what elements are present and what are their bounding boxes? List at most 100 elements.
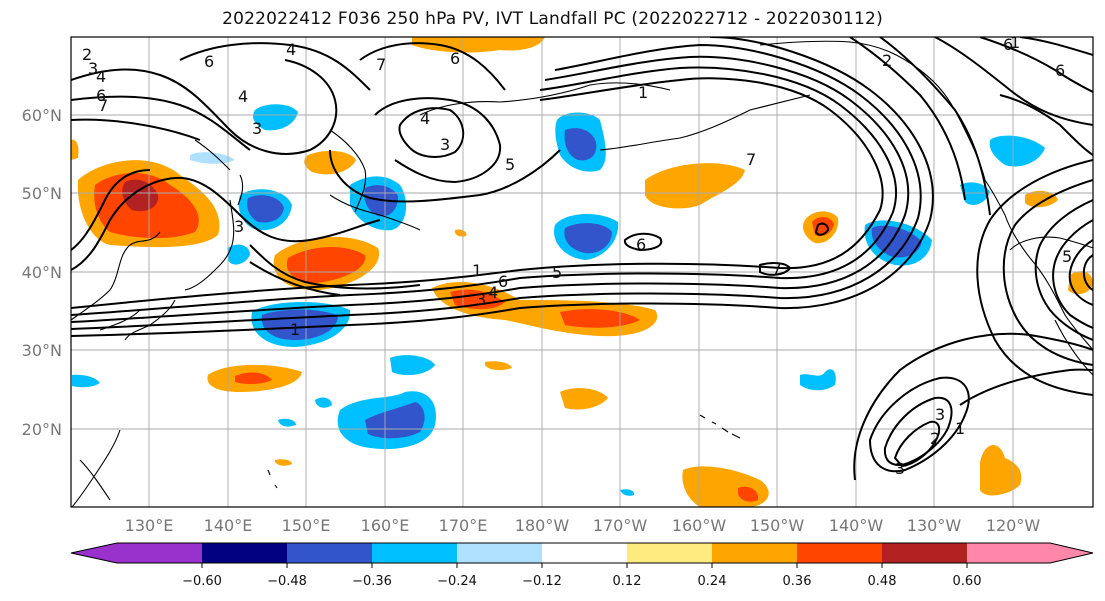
map-title: 2022022412 F036 250 hPa PV, IVT Landfall… [222,9,883,29]
pos-anomaly-region [304,150,356,175]
lon-label: 130°E [125,516,174,535]
neg-anomaly-region [228,244,250,265]
neg-anomaly-region [190,152,235,164]
lat-axis: 60°N 50°N 40°N 30°N 20°N [22,106,62,439]
colorbar-tick-label: −0.48 [267,574,307,589]
contour-label: 6 [636,235,646,254]
contour-label: 2 [882,51,892,70]
contour-label: 6 [204,52,214,71]
colorbar-swatch [372,543,457,563]
pc-shading [71,37,1093,507]
colorbar-tick-label: −0.36 [352,574,392,589]
pos-anomaly-region [450,289,505,310]
pos-anomaly-region [235,372,272,385]
lat-label: 50°N [22,184,62,203]
contour-label: 7 [772,259,782,278]
contour-label: 3 [440,135,450,154]
contour-label: 2 [82,45,92,64]
colorbar-swatch [71,543,202,563]
neg-anomaly-region [278,418,296,427]
lat-label: 60°N [22,106,62,125]
contour-label: 6 [1003,35,1013,54]
contour-label: 4 [286,40,296,59]
neg-anomaly-region [960,182,990,205]
colorbar-swatch [797,543,882,563]
lon-label: 130°W [907,516,962,535]
lat-label: 40°N [22,263,62,282]
colorbar-swatch [287,543,372,563]
colorbar-tick-label: −0.24 [437,574,477,589]
colorbar-tick-label: 0.60 [953,574,982,589]
lon-label: 160°W [672,516,727,535]
pos-anomaly-region [485,361,512,371]
neg-anomaly-region [390,355,435,376]
colorbar-swatch [967,543,1093,563]
colorbar-tick-label: 0.12 [613,574,642,589]
contour-label: 6 [498,272,508,291]
pos-anomaly-region [645,163,745,209]
contour-label: 5 [552,263,562,282]
contour-label: 4 [420,109,430,128]
lon-label: 150°W [750,516,805,535]
lon-label: 170°E [439,516,488,535]
pos-anomaly-region [412,37,545,53]
lat-label: 30°N [22,341,62,360]
pos-anomaly-region [286,247,366,283]
contour-label: 7 [746,150,756,169]
neg-anomaly-region [564,223,612,254]
neg-anomaly-region [800,369,836,391]
contour-label: 7 [98,96,108,115]
contour-label: 6 [450,49,460,68]
contour-label: 2 [930,429,940,448]
neg-anomaly-region [253,104,298,131]
colorbar-tick-label: −0.60 [182,574,222,589]
contour-label: 3 [935,405,945,424]
lon-label: 140°W [829,516,884,535]
colorbar-swatch [882,543,967,563]
colorbar-swatch [457,543,542,563]
neg-anomaly-region [315,397,332,408]
colorbar-ticks [201,563,968,568]
neg-anomaly-region [620,489,635,496]
map-border [70,36,1094,508]
colorbar-swatch [542,543,627,563]
lon-label: 140°E [204,516,253,535]
lon-label: 150°E [282,516,331,535]
colorbar-outline [70,542,1094,564]
contour-label: 1 [1010,33,1020,52]
contour-label: 4 [488,283,498,302]
contour-label-group: 2 3 4 6 7 4 3 6 7 4 3 5 1 6 7 4 2 6 1 3 … [82,33,1072,478]
pos-anomaly-region [560,388,608,410]
contour-label: 3 [476,290,486,309]
colorbar: −0.60 −0.48 −0.36 −0.24 −0.12 0.12 0.24 … [70,542,1094,589]
pos-anomaly-region [980,444,1022,496]
lon-label: 120°W [986,516,1041,535]
contour-label: 1 [955,419,965,438]
contour-label: 5 [1062,247,1072,266]
contour-label: 3 [252,119,262,138]
lon-label: 180°W [515,516,570,535]
neg-anomaly-region [564,128,597,161]
pos-anomaly-region [454,229,467,237]
pv-contours [71,37,1093,481]
pos-anomaly-region [812,216,834,236]
contour-label: 3 [234,217,244,236]
colorbar-tick-label: 0.36 [783,574,812,589]
colorbar-tick-label: −0.12 [522,574,562,589]
contour-label: 3 [895,459,905,478]
contour-label: 1 [472,261,482,280]
contour-label: 5 [505,155,515,174]
colorbar-tick-label: 0.48 [868,574,897,589]
pos-anomaly-region [275,459,292,466]
pos-anomaly-region [738,486,759,502]
contour-label: 4 [96,67,106,86]
colorbar-swatch [627,543,712,563]
contour-label: 7 [376,55,386,74]
lon-axis: 130°E 140°E 150°E 160°E 170°E 180°W 170°… [125,516,1041,535]
pos-anomaly-region [1068,271,1093,295]
contour-label: 4 [238,87,248,106]
contour-label: 1 [638,83,648,102]
colorbar-tick-label: 0.24 [698,574,727,589]
contour-label: 6 [96,86,106,105]
